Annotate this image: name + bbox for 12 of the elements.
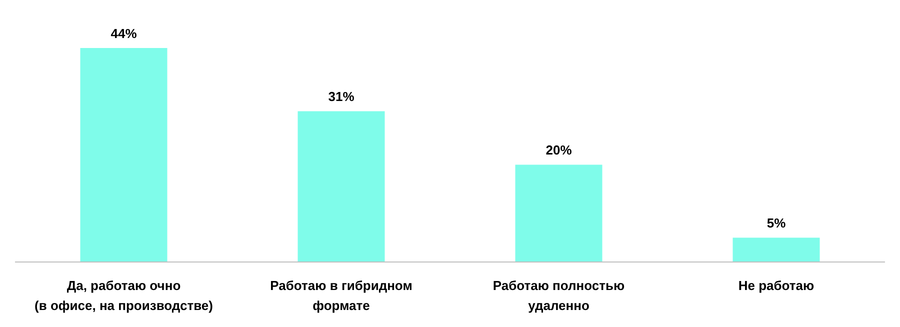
bar [80, 48, 168, 262]
bar [298, 111, 385, 262]
x-tick-label: Работаю полностью удаленно [492, 278, 625, 313]
bar [515, 164, 602, 262]
data-label: 20% [546, 142, 572, 158]
data-label: 44% [110, 26, 138, 41]
x-tick-label: Не работаю [738, 278, 814, 293]
x-tick-label: Работаю в гибридном формате [270, 278, 412, 313]
bar [732, 238, 820, 262]
x-tick-label: Да, работаю очно (в офисе, на производстве) [34, 278, 213, 313]
data-label: 31% [328, 89, 355, 104]
data-label: 5% [766, 216, 786, 231]
